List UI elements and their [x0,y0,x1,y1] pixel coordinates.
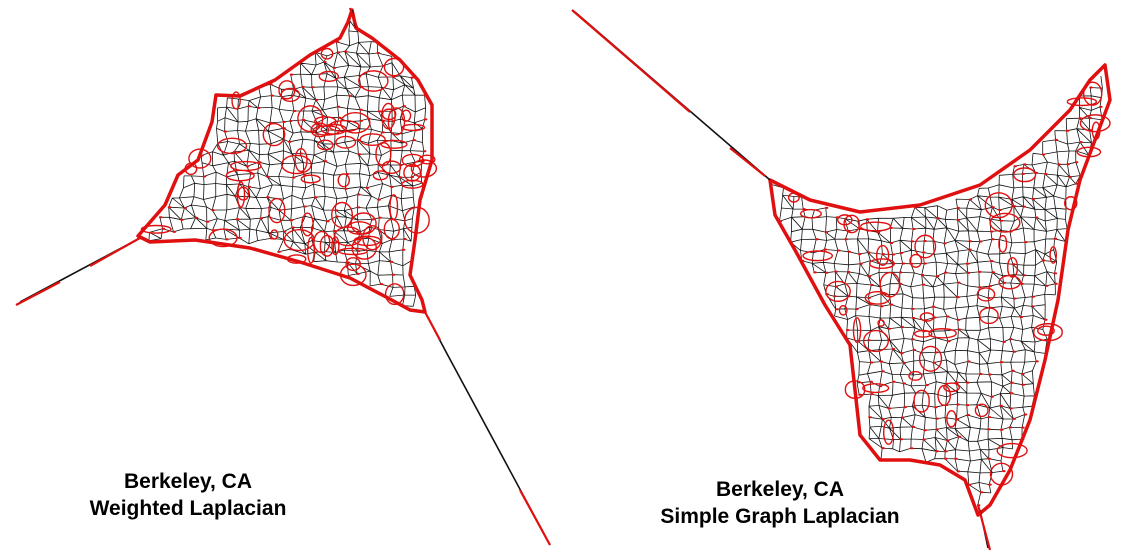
simple-graph-laplacian-caption: Berkeley, CA Simple Graph Laplacian [560,476,1000,530]
simple-graph-laplacian-embedding [571,9,1112,551]
caption-location: Berkeley, CA [123,470,252,493]
simple-graph-laplacian-panel: Berkeley, CA Simple Graph Laplacian [560,0,1121,555]
caption-location: Berkeley, CA [715,478,844,501]
weighted-laplacian-embedding [15,7,551,546]
weighted-laplacian-caption: Berkeley, CA Weighted Laplacian [68,468,308,522]
caption-method: Weighted Laplacian [89,497,287,520]
simple-graph-laplacian-mesh [571,9,1112,551]
caption-method: Simple Graph Laplacian [660,505,900,528]
weighted-laplacian-mesh [15,7,551,546]
weighted-laplacian-panel: Berkeley, CA Weighted Laplacian [0,0,560,555]
